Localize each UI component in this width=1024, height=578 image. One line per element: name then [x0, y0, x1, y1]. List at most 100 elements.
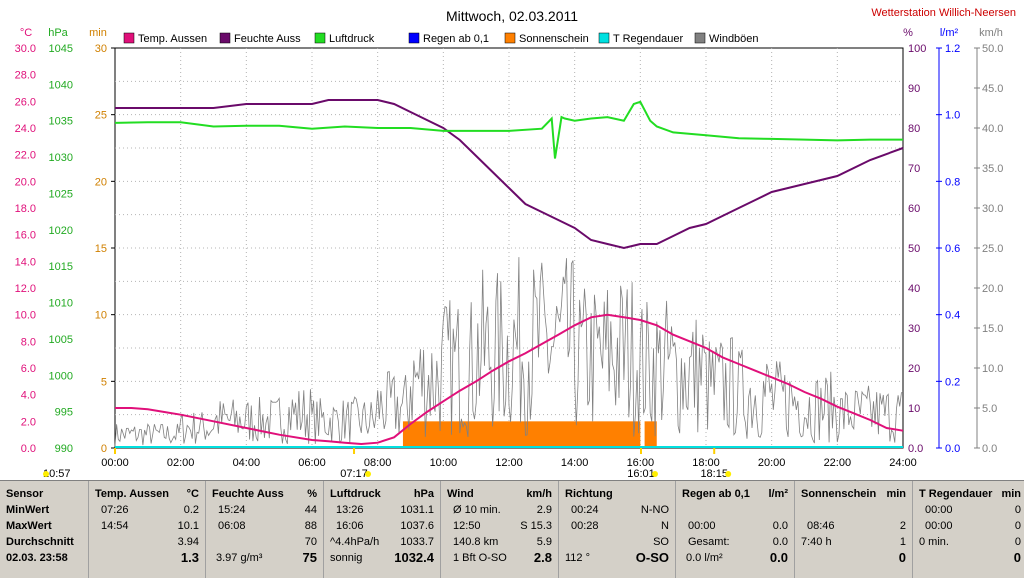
temp-column: Temp. Aussen °C 07:26 0.2 14:54 10.1 3.94 1…	[89, 481, 206, 578]
x-tick-label: 24:00	[889, 457, 917, 469]
pressure-axis-tick: 1045	[49, 43, 73, 55]
max-label: MaxWert	[6, 520, 52, 532]
x-tick-label: 10:00	[430, 457, 458, 469]
rain-amount: 0.0 l/m²	[686, 552, 723, 564]
sun-total-value: 1	[899, 536, 906, 548]
wind-header: Wind	[447, 488, 474, 500]
sun-time: 08:46	[807, 520, 835, 532]
legend-label: Regen ab 0,1	[423, 33, 489, 45]
rain-axis-unit: l/m²	[940, 27, 959, 39]
pressure-axis-tick: 1015	[49, 261, 73, 273]
humidity-min-time: 15:24	[218, 504, 246, 516]
raindur-header: T Regendauer	[919, 488, 993, 500]
pressure-min-value: 1031.1	[400, 504, 434, 516]
sunshine-bar	[402, 421, 641, 448]
wind-axis-tick: 40.0	[982, 123, 1003, 135]
minutes-axis-tick: 25	[95, 110, 107, 122]
temp-axis-tick: 8.0	[21, 336, 36, 348]
direction-r3-value: SO	[653, 536, 669, 548]
legend-label: Sonnenschein	[519, 33, 589, 45]
rain-axis-tick: 1.2	[945, 43, 960, 55]
wind-axis-tick: 25.0	[982, 243, 1003, 255]
temp-current: 1.3	[180, 550, 199, 565]
rain-axis-tick: 0.8	[945, 176, 960, 188]
minutes-axis-unit: min	[89, 27, 107, 39]
chart-svg: Mittwoch, 02.03.2011 Wetterstation Willic…	[15, 7, 1016, 480]
pressure-axis-tick: 1010	[49, 298, 73, 310]
rain-total-label: Gesamt:	[688, 536, 730, 548]
humidity-axis-tick: 60	[908, 203, 920, 215]
humidity-axis-tick: 80	[908, 123, 920, 135]
temp-axis-tick: 28.0	[15, 70, 36, 82]
pressure-axis-unit: hPa	[48, 27, 68, 39]
series-temp-aussen	[115, 313, 904, 446]
wind-axis-tick: 50.0	[982, 43, 1003, 55]
temp-axis-unit: °C	[20, 27, 32, 39]
pressure-axis-tick: 1040	[49, 79, 73, 91]
wind-unit: km/h	[526, 488, 552, 500]
wind-column: Wind km/h Ø 10 min. 2.9 12:50 S 15.3 140.8 …	[441, 481, 559, 578]
direction-current: O-SO	[635, 550, 669, 565]
minutes-axis-tick: 0	[101, 443, 107, 455]
legend-label: Temp. Aussen	[138, 33, 207, 45]
humidity-axis-tick: 90	[908, 83, 920, 95]
rain-value: 0.0	[772, 520, 788, 532]
rain-time: 00:00	[688, 520, 716, 532]
legend-swatch	[219, 32, 231, 44]
temp-axis-tick: 10.0	[15, 310, 36, 322]
station-name: Wetterstation Willich-Neersen	[871, 7, 1016, 19]
sun-marker-icon	[725, 471, 732, 477]
pressure-trend: ^4.4hPa/h	[330, 536, 380, 548]
chart-title: Mittwoch, 02.03.2011	[446, 8, 578, 24]
min-label: MinWert	[6, 504, 50, 516]
pressure-avg: 1033.7	[400, 536, 434, 548]
pressure-axis-tick: 1000	[49, 370, 73, 382]
wind-max-time: 12:50	[453, 520, 481, 532]
pressure-axis-tick: 1020	[49, 225, 73, 237]
humidity-axis-tick: 50	[908, 243, 920, 255]
minutes-axis-tick: 10	[95, 310, 107, 322]
pressure-column: Luftdruck hPa 13:26 1031.1 16:06 1037.6 ^4.…	[324, 481, 441, 578]
sun-unit: min	[886, 488, 906, 500]
humidity-min-value: 44	[304, 504, 317, 516]
wind-axis-tick: 5.0	[982, 403, 997, 415]
raindur-r2-time: 00:00	[925, 504, 953, 516]
direction-r1-value: N-NO	[640, 504, 669, 516]
legend-swatch	[504, 32, 516, 44]
pressure-forecast: sonnig	[330, 552, 363, 564]
minutes-axis-tick: 15	[95, 243, 107, 255]
wind-max-value: S 15.3	[520, 520, 552, 532]
wind-distance: 140.8 km	[453, 536, 499, 548]
temp-max-value: 10.1	[177, 520, 199, 532]
wind-axis-tick: 10.0	[982, 363, 1003, 375]
legend-swatch	[408, 32, 420, 44]
pressure-axis-tick: 1030	[49, 152, 73, 164]
temp-min-time: 07:26	[101, 504, 129, 516]
sun-value: 2	[899, 520, 906, 532]
legend-swatch	[314, 32, 326, 44]
humidity-max-value: 88	[304, 520, 317, 532]
pressure-axis-tick: 1025	[49, 188, 73, 200]
raindur-r3-time: 00:00	[925, 520, 953, 532]
wind-axis-tick: 20.0	[982, 283, 1003, 295]
temp-axis-tick: 24.0	[15, 123, 36, 135]
humidity-axis-tick: 30	[908, 323, 920, 335]
temp-axis-tick: 20.0	[15, 176, 36, 188]
legend-label: Windböen	[709, 33, 759, 45]
sunshine-bar	[644, 421, 657, 448]
time-marker-label: 16:01	[627, 468, 655, 480]
wind-axis-tick: 35.0	[982, 163, 1003, 175]
pressure-axis-tick: 1035	[49, 116, 73, 128]
humidity-axis-unit: %	[903, 27, 913, 39]
wind-day-avg: 5.9	[536, 536, 552, 548]
raindur-unit: min	[1001, 488, 1021, 500]
wind-axis-tick: 45.0	[982, 83, 1003, 95]
wind-avg-label: Ø 10 min.	[453, 504, 501, 516]
minutes-axis-tick: 30	[95, 43, 107, 55]
humidity-axis-tick: 70	[908, 163, 920, 175]
series-windboen	[114, 257, 904, 447]
x-tick-label: 16:00	[627, 457, 655, 469]
wind-axis-tick: 0.0	[982, 443, 997, 455]
direction-r2-time: 00:28	[571, 520, 599, 532]
avg-label: Durchschnitt	[6, 536, 74, 548]
